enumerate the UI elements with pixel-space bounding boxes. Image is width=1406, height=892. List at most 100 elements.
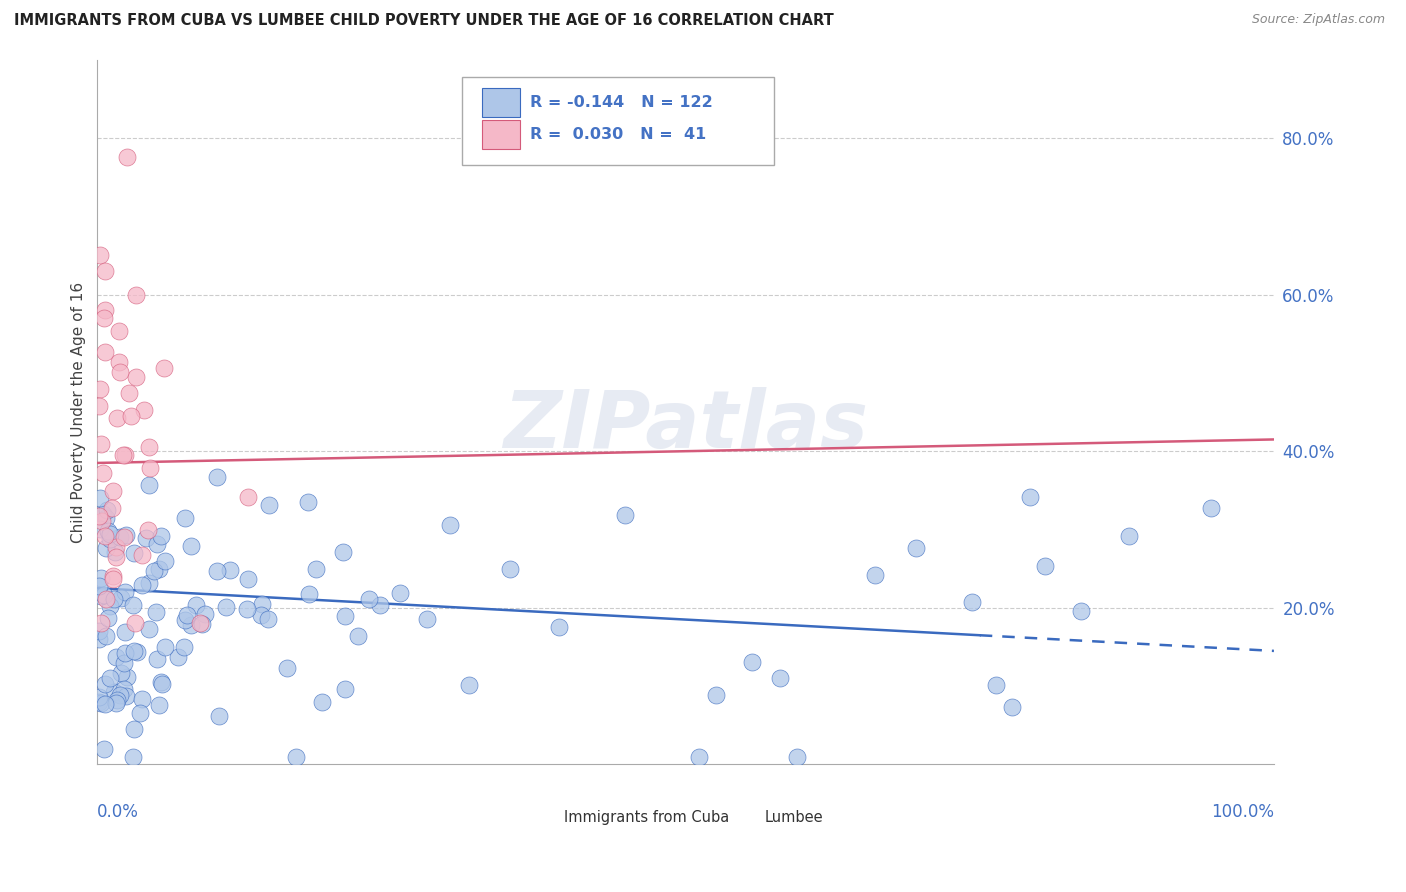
Point	[186, 598, 208, 612]
Point	[153, 554, 176, 568]
Point	[112, 448, 135, 462]
Point	[94, 541, 117, 555]
Point	[112, 656, 135, 670]
Point	[149, 528, 172, 542]
Text: IMMIGRANTS FROM CUBA VS LUMBEE CHILD POVERTY UNDER THE AGE OF 16 CORRELATION CHA: IMMIGRANTS FROM CUBA VS LUMBEE CHILD POV…	[14, 13, 834, 29]
Point	[984, 678, 1007, 692]
Text: ZIPatlas: ZIPatlas	[503, 387, 868, 465]
Point	[90, 437, 112, 451]
Point	[122, 749, 145, 764]
Point	[146, 652, 169, 666]
Point	[305, 562, 328, 576]
Point	[87, 696, 110, 710]
Point	[89, 508, 111, 523]
Point	[1199, 501, 1222, 516]
Point	[90, 616, 112, 631]
Point	[90, 589, 112, 603]
Text: Source: ZipAtlas.com: Source: ZipAtlas.com	[1251, 13, 1385, 27]
Point	[97, 524, 120, 538]
Point	[103, 591, 125, 606]
Point	[148, 562, 170, 576]
Point	[297, 494, 319, 508]
Point	[416, 611, 439, 625]
Text: R = -0.144   N = 122: R = -0.144 N = 122	[530, 95, 713, 110]
Point	[114, 448, 136, 462]
Point	[89, 382, 111, 396]
Point	[205, 470, 228, 484]
Point	[96, 503, 118, 517]
Point	[257, 612, 280, 626]
Point	[115, 689, 138, 703]
Point	[173, 640, 195, 655]
Point	[704, 688, 727, 702]
Point	[108, 355, 131, 369]
Point	[150, 677, 173, 691]
Point	[786, 749, 808, 764]
Point	[114, 584, 136, 599]
Point	[114, 647, 136, 661]
Point	[112, 682, 135, 697]
Point	[145, 537, 167, 551]
Point	[93, 311, 115, 326]
Point	[191, 616, 214, 631]
Point	[215, 599, 238, 614]
Point	[105, 549, 128, 564]
Point	[741, 655, 763, 669]
Text: 100.0%: 100.0%	[1211, 803, 1274, 822]
Point	[333, 682, 356, 697]
Point	[132, 402, 155, 417]
Point	[547, 620, 569, 634]
Point	[94, 592, 117, 607]
Point	[138, 576, 160, 591]
Point	[96, 629, 118, 643]
Point	[173, 511, 195, 525]
Point	[311, 695, 333, 709]
Point	[218, 563, 240, 577]
Point	[87, 632, 110, 646]
Point	[389, 586, 412, 600]
Point	[960, 595, 983, 609]
Point	[153, 640, 176, 655]
Point	[122, 722, 145, 736]
Point	[285, 749, 308, 764]
Point	[236, 572, 259, 586]
Point	[103, 483, 125, 498]
Point	[236, 602, 259, 616]
Point	[194, 607, 217, 621]
Point	[1001, 699, 1024, 714]
Point	[439, 518, 461, 533]
FancyBboxPatch shape	[533, 808, 558, 826]
Point	[152, 360, 174, 375]
Point	[368, 599, 391, 613]
Point	[87, 690, 110, 704]
Point	[180, 618, 202, 632]
Point	[115, 151, 138, 165]
Point	[91, 466, 114, 480]
Point	[176, 607, 198, 622]
Point	[173, 613, 195, 627]
Point	[150, 675, 173, 690]
Point	[89, 523, 111, 537]
Point	[298, 587, 321, 601]
Point	[115, 670, 138, 684]
Point	[359, 592, 381, 607]
Point	[346, 629, 368, 643]
FancyBboxPatch shape	[463, 78, 773, 165]
Point	[131, 548, 153, 562]
Point	[87, 399, 110, 413]
Point	[145, 605, 167, 619]
Point	[1033, 559, 1056, 574]
Point	[138, 623, 160, 637]
Point	[98, 527, 121, 541]
Point	[118, 386, 141, 401]
Text: 0.0%: 0.0%	[97, 803, 139, 822]
Point	[249, 607, 271, 622]
Point	[94, 529, 117, 543]
Point	[105, 410, 128, 425]
Point	[107, 324, 129, 338]
Point	[250, 598, 273, 612]
Point	[97, 611, 120, 625]
Point	[93, 588, 115, 602]
Point	[94, 676, 117, 690]
Point	[114, 624, 136, 639]
